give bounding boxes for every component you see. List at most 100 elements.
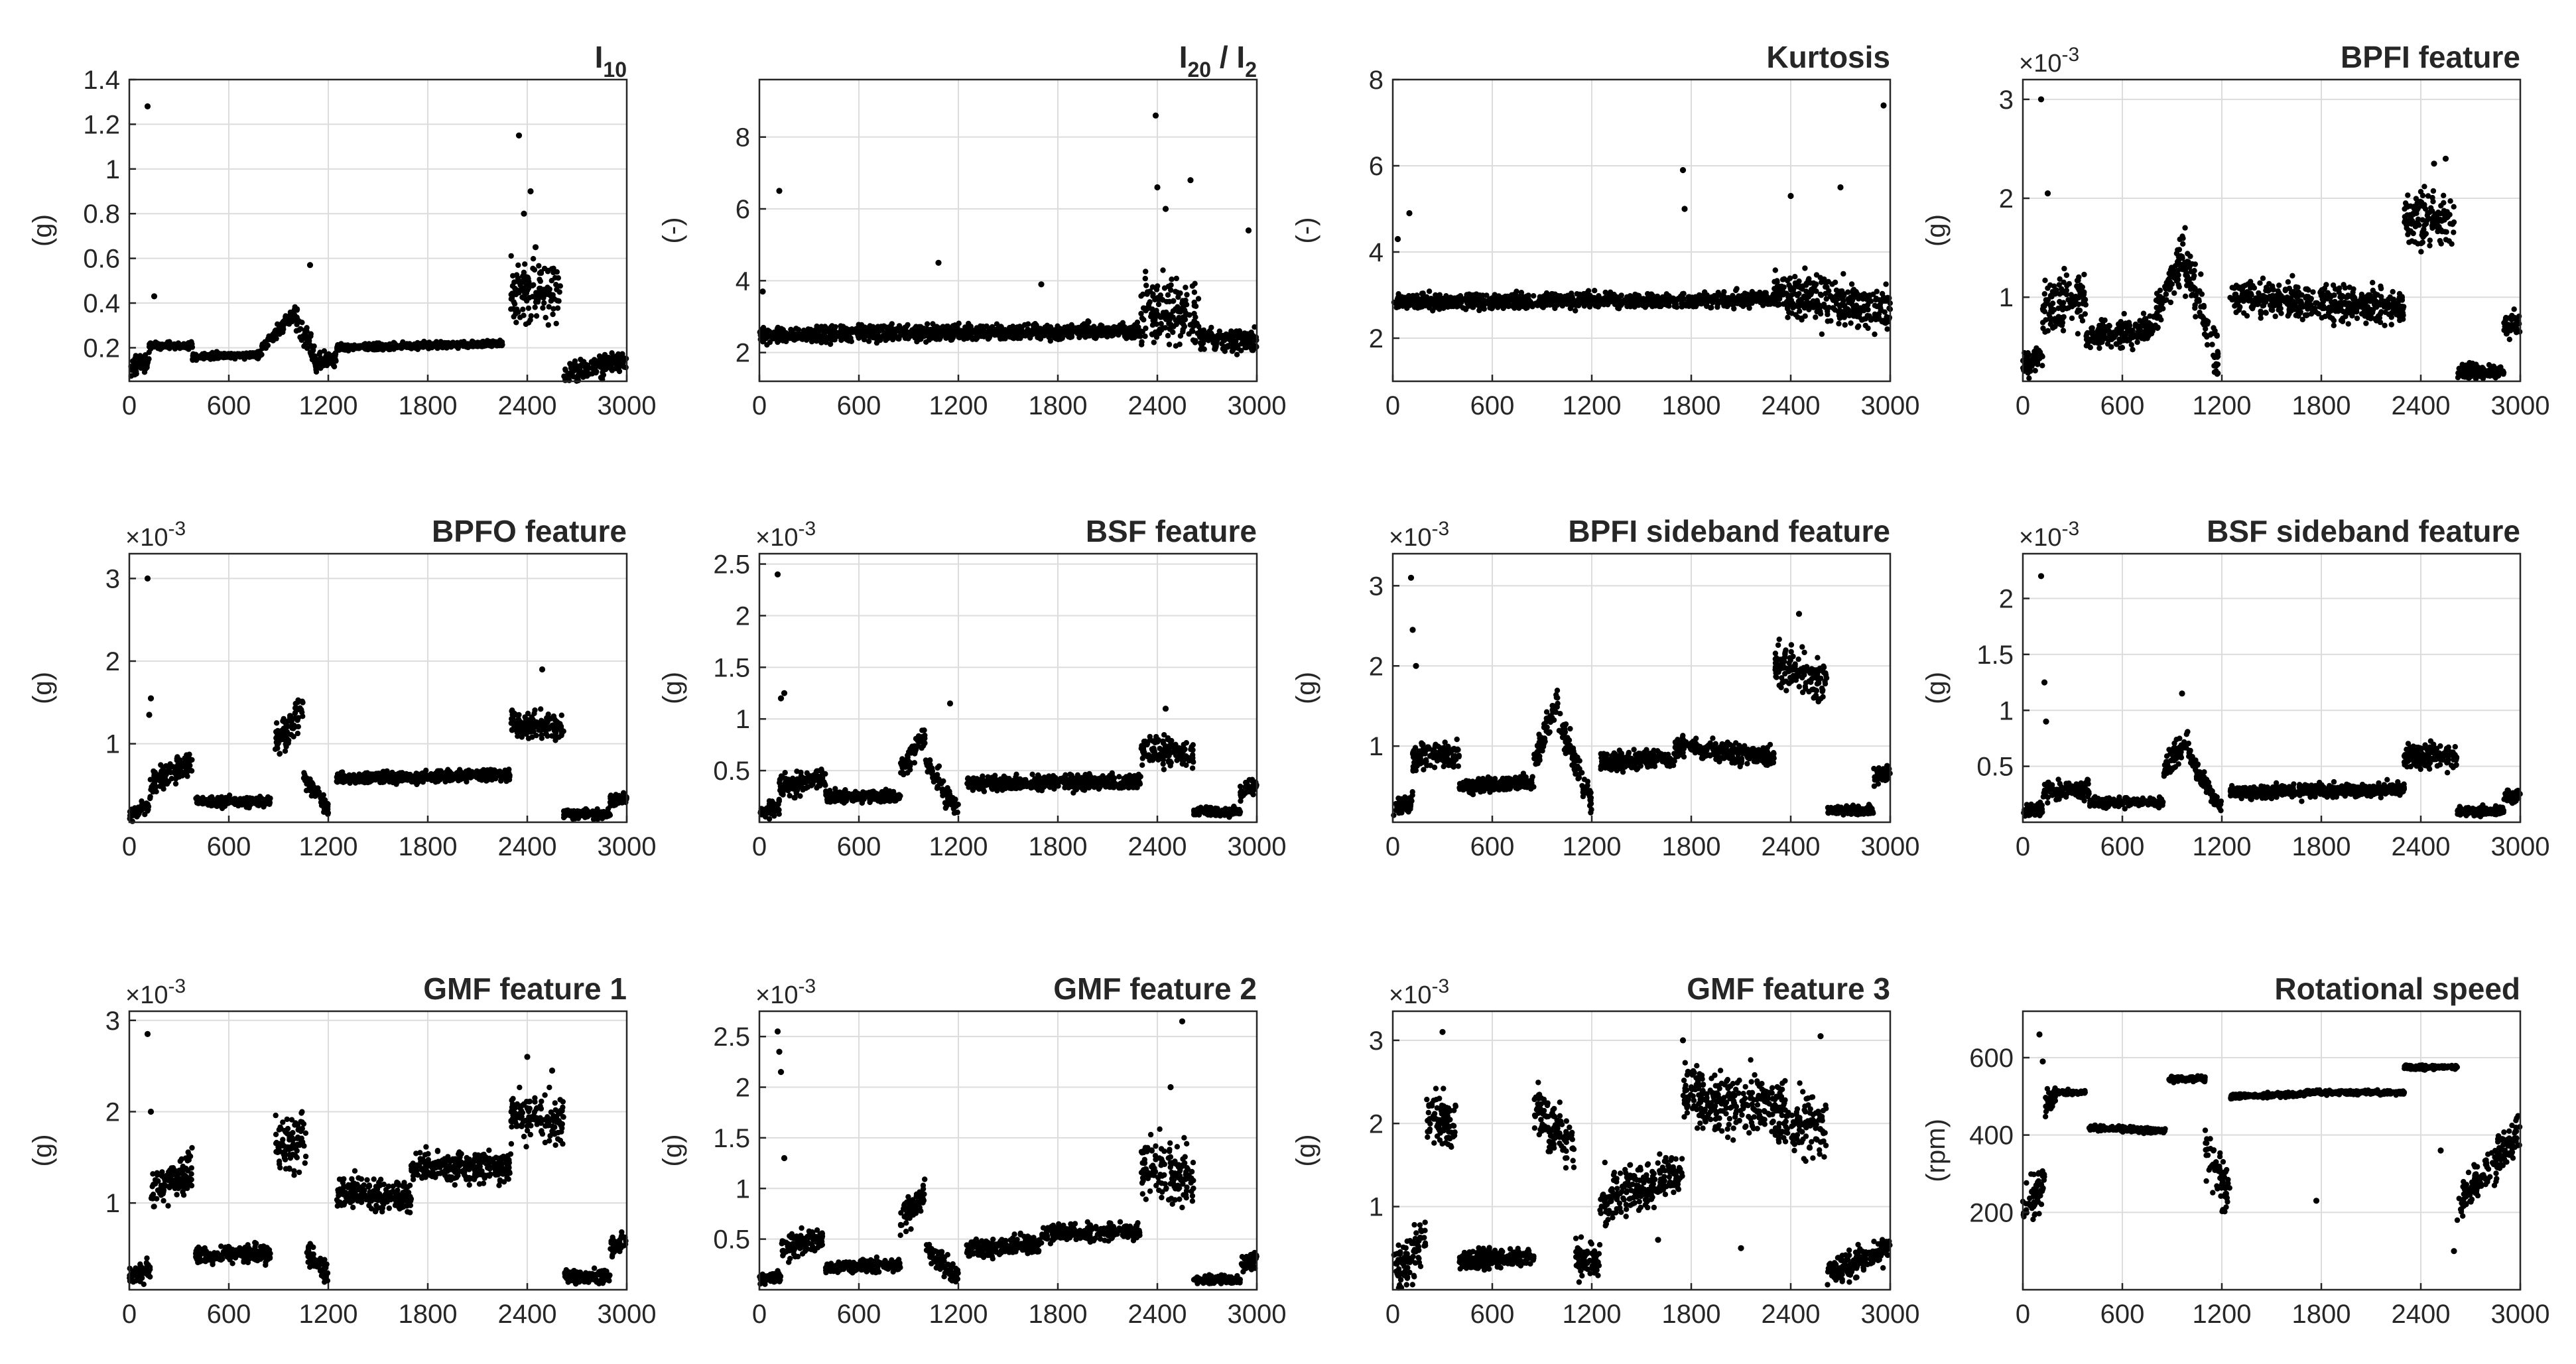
data-point (584, 366, 591, 372)
data-point (452, 341, 458, 347)
data-point (1458, 295, 1464, 302)
data-point (1725, 301, 1731, 307)
data-point (325, 355, 331, 362)
data-point (1460, 305, 1466, 311)
data-point (1883, 281, 1889, 287)
data-point (1872, 331, 1878, 338)
data-point (2388, 322, 2394, 328)
outlier-point (1394, 235, 1401, 243)
data-point (2182, 225, 2188, 231)
data-point (350, 344, 357, 350)
data-point (1817, 308, 1823, 314)
data-point (1150, 293, 1156, 299)
data-point (1061, 326, 1067, 333)
data-point (1677, 293, 1684, 299)
data-point (1783, 290, 1789, 296)
x-tick-label: 1200 (299, 391, 358, 420)
data-point (1464, 292, 1470, 298)
data-point (1606, 294, 1612, 300)
data-point (1573, 308, 1578, 314)
data-point (2033, 353, 2039, 359)
data-point (1183, 284, 1189, 290)
data-point (383, 342, 390, 348)
data-point (1470, 304, 1476, 310)
axes-frame (1391, 78, 1892, 383)
data-point (2139, 318, 2145, 325)
data-point (1503, 300, 1509, 306)
data-point (521, 295, 527, 301)
data-point (537, 285, 543, 292)
data-point (2039, 363, 2045, 369)
data-point (1143, 282, 1149, 288)
data-point (1868, 298, 1874, 304)
data-point (2061, 265, 2067, 272)
data-point (1228, 343, 1234, 349)
data-point (2329, 316, 2335, 322)
data-point (249, 352, 255, 359)
data-point (1784, 303, 1790, 309)
data-point (1036, 327, 1042, 333)
data-point (623, 364, 629, 371)
data-point (1484, 298, 1490, 304)
data-point (2163, 291, 2169, 297)
data-point (1104, 334, 1110, 340)
data-point (2204, 341, 2211, 348)
data-point (827, 341, 834, 347)
y-tick-label: 1.2 (83, 110, 120, 139)
data-point (1250, 344, 1256, 351)
data-point (1201, 337, 1207, 343)
data-point (261, 341, 268, 347)
data-point (1127, 325, 1133, 331)
x-tick-label: 2400 (1762, 391, 1821, 420)
data-point (1866, 292, 1873, 298)
data-point (1569, 298, 1575, 305)
data-point (2241, 310, 2247, 316)
data-point (2130, 331, 2136, 338)
data-point (550, 292, 556, 298)
data-point (1149, 331, 1155, 338)
data-point (1864, 312, 1870, 319)
data-point (1130, 330, 1136, 336)
data-point (521, 279, 527, 285)
data-point (1436, 300, 1442, 306)
data-point (1663, 299, 1669, 306)
data-point (2140, 310, 2147, 316)
data-point (1796, 290, 1802, 296)
outlier-point (532, 244, 539, 251)
data-point (545, 269, 551, 275)
data-point (513, 320, 519, 326)
data-point (513, 291, 519, 298)
data-point (1594, 296, 1600, 302)
outlier-point (144, 103, 151, 109)
data-point (546, 304, 552, 310)
data-point (2184, 278, 2191, 284)
data-point (1030, 331, 1037, 337)
data-point (525, 275, 531, 280)
data-point (2185, 251, 2191, 257)
data-point (2171, 290, 2177, 296)
data-point (1813, 314, 1819, 320)
data-point (600, 363, 606, 369)
data-point (1799, 315, 1805, 322)
data-point (1844, 306, 1850, 312)
data-point (1563, 300, 1569, 306)
data-point (2081, 297, 2087, 304)
data-point (1625, 294, 1632, 300)
x-tick-label: 1200 (1563, 391, 1622, 420)
data-point (1832, 279, 1838, 285)
data-point (265, 336, 271, 341)
x-tick-label: 1200 (929, 391, 988, 420)
data-point (1728, 296, 1734, 302)
data-point (1836, 315, 1843, 321)
data-point (1168, 282, 1174, 288)
data-point (2110, 330, 2116, 336)
data-point (333, 358, 339, 364)
data-point (2042, 277, 2048, 283)
data-point (1085, 318, 1091, 324)
data-point (591, 365, 597, 372)
data-point (480, 341, 485, 347)
data-point (1139, 329, 1146, 335)
data-point (1878, 308, 1884, 314)
data-point (508, 292, 514, 298)
data-point (1865, 306, 1871, 313)
